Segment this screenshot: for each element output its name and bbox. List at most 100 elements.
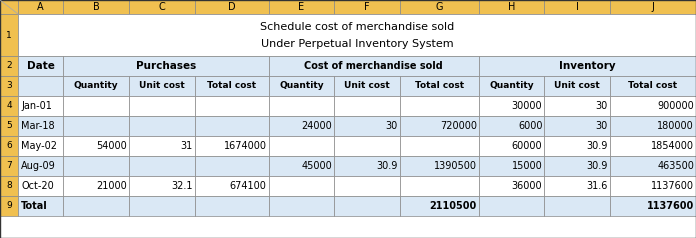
Bar xyxy=(63,56,269,76)
Text: C: C xyxy=(159,2,165,12)
Bar xyxy=(129,156,195,176)
Text: 2110500: 2110500 xyxy=(429,201,477,211)
Bar xyxy=(544,96,610,116)
Bar xyxy=(63,96,129,116)
Bar xyxy=(479,176,544,196)
Bar xyxy=(334,156,400,176)
Bar xyxy=(129,196,195,216)
Bar xyxy=(18,116,63,136)
Text: Purchases: Purchases xyxy=(136,61,196,71)
Bar xyxy=(544,196,610,216)
Bar xyxy=(269,136,334,156)
Text: 6000: 6000 xyxy=(518,121,542,131)
Bar xyxy=(18,96,63,116)
Bar xyxy=(18,76,63,96)
Bar xyxy=(18,176,63,196)
Bar xyxy=(129,116,195,136)
Text: Aug-09: Aug-09 xyxy=(21,161,56,171)
Text: Unit cost: Unit cost xyxy=(345,81,390,90)
Text: Quantity: Quantity xyxy=(489,81,534,90)
Text: Cost of merchandise sold: Cost of merchandise sold xyxy=(304,61,443,71)
Text: Total: Total xyxy=(21,201,48,211)
Bar xyxy=(400,76,479,96)
Text: F: F xyxy=(364,2,370,12)
Text: I: I xyxy=(576,2,578,12)
Text: Inventory: Inventory xyxy=(559,61,616,71)
Bar xyxy=(269,56,479,76)
Text: 7: 7 xyxy=(6,162,12,170)
Bar xyxy=(0,96,18,116)
Bar xyxy=(400,196,479,216)
Bar xyxy=(0,136,18,156)
Bar xyxy=(544,116,610,136)
Text: 1674000: 1674000 xyxy=(223,141,267,151)
Bar xyxy=(400,96,479,116)
Bar xyxy=(479,0,544,14)
Text: 720000: 720000 xyxy=(440,121,477,131)
Bar xyxy=(129,76,195,96)
Text: E: E xyxy=(299,2,305,12)
Bar xyxy=(269,76,334,96)
Bar xyxy=(334,136,400,156)
Bar xyxy=(0,56,18,76)
Text: 1: 1 xyxy=(6,30,12,40)
Bar xyxy=(0,156,18,176)
Bar xyxy=(479,116,544,136)
Text: 30: 30 xyxy=(596,121,608,131)
Text: 32.1: 32.1 xyxy=(171,181,193,191)
Text: B: B xyxy=(93,2,100,12)
Bar xyxy=(129,176,195,196)
Bar xyxy=(400,136,479,156)
Bar xyxy=(63,0,129,14)
Bar xyxy=(544,76,610,96)
Bar xyxy=(129,96,195,116)
Bar xyxy=(610,0,696,14)
Bar xyxy=(610,136,696,156)
Text: Jan-01: Jan-01 xyxy=(21,101,52,111)
Bar xyxy=(544,156,610,176)
Text: 30: 30 xyxy=(386,121,398,131)
Text: 1137600: 1137600 xyxy=(647,201,694,211)
Text: 2: 2 xyxy=(6,61,12,70)
Bar xyxy=(269,0,334,14)
Bar xyxy=(195,76,269,96)
Bar xyxy=(0,76,18,96)
Text: D: D xyxy=(228,2,235,12)
Bar xyxy=(400,0,479,14)
Text: G: G xyxy=(436,2,443,12)
Bar xyxy=(63,116,129,136)
Bar xyxy=(400,176,479,196)
Bar xyxy=(0,0,18,14)
Text: 21000: 21000 xyxy=(96,181,127,191)
Text: Date: Date xyxy=(26,61,54,71)
Text: 463500: 463500 xyxy=(657,161,694,171)
Bar xyxy=(18,136,63,156)
Bar xyxy=(334,116,400,136)
Text: H: H xyxy=(508,2,515,12)
Bar xyxy=(544,176,610,196)
Text: 24000: 24000 xyxy=(301,121,332,131)
Bar xyxy=(63,156,129,176)
Text: Unit cost: Unit cost xyxy=(139,81,184,90)
Bar xyxy=(195,116,269,136)
Bar xyxy=(610,116,696,136)
Bar xyxy=(63,176,129,196)
Text: 6: 6 xyxy=(6,142,12,150)
Text: 1390500: 1390500 xyxy=(434,161,477,171)
Bar xyxy=(400,156,479,176)
Text: Unit cost: Unit cost xyxy=(554,81,600,90)
Bar xyxy=(334,76,400,96)
Text: May-02: May-02 xyxy=(21,141,57,151)
Bar xyxy=(195,0,269,14)
Text: Quantity: Quantity xyxy=(279,81,324,90)
Text: 36000: 36000 xyxy=(512,181,542,191)
Text: 45000: 45000 xyxy=(301,161,332,171)
Bar xyxy=(400,116,479,136)
Text: 15000: 15000 xyxy=(512,161,542,171)
Text: 30.9: 30.9 xyxy=(377,161,398,171)
Bar xyxy=(610,76,696,96)
Text: Schedule cost of merchandise sold: Schedule cost of merchandise sold xyxy=(260,22,454,32)
Bar xyxy=(269,156,334,176)
Bar xyxy=(269,116,334,136)
Text: 674100: 674100 xyxy=(230,181,267,191)
